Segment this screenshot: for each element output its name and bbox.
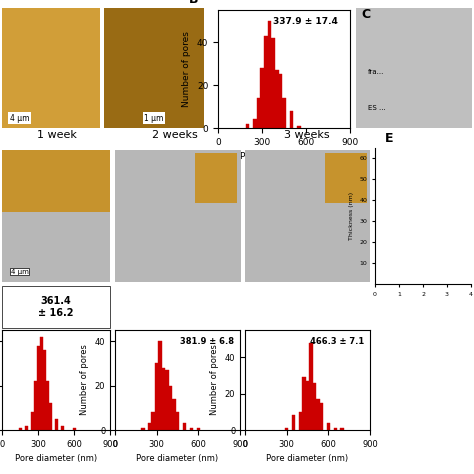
Bar [292,415,295,430]
Bar [316,399,319,430]
Bar [152,412,155,430]
Text: 466.3 ± 7.1: 466.3 ± 7.1 [310,337,364,346]
Bar [148,423,152,430]
Bar [158,341,162,430]
Text: E: E [385,132,393,145]
Bar [260,68,264,128]
Bar [297,126,301,128]
Text: 361.4
± 16.2: 361.4 ± 16.2 [38,296,74,318]
Bar [334,428,337,430]
Bar [190,428,193,430]
X-axis label: Pore diameter (nm): Pore diameter (nm) [137,454,219,463]
Bar [172,399,176,430]
Text: 3 weeks: 3 weeks [284,130,330,140]
Bar [55,419,57,430]
X-axis label: Pore diameter (nm): Pore diameter (nm) [266,454,348,463]
Bar [256,98,260,128]
Text: C: C [362,8,371,20]
Text: B: B [189,0,199,6]
Bar [299,412,302,430]
Bar [176,412,179,430]
Bar [30,412,34,430]
Bar [279,74,282,128]
Bar [182,423,186,430]
Bar [253,119,256,128]
Bar [165,370,169,430]
Bar [271,38,275,128]
Bar [155,364,158,430]
Bar [197,428,200,430]
Bar [246,124,249,128]
Bar [290,111,293,128]
FancyBboxPatch shape [2,286,110,328]
Text: 4 μm: 4 μm [10,114,29,123]
Bar [309,343,313,430]
Bar [264,36,267,128]
Bar [34,381,36,430]
Bar [36,346,39,430]
Bar [327,423,330,430]
Bar [25,426,27,430]
X-axis label: Pore diameter (nm): Pore diameter (nm) [240,152,328,161]
Bar [141,428,145,430]
Bar [285,428,288,430]
Bar [282,98,286,128]
Bar [43,350,46,430]
Y-axis label: Number of pores: Number of pores [182,31,191,107]
Text: 1 week: 1 week [37,130,77,140]
Bar [18,428,21,430]
Text: 381.9 ± 6.8: 381.9 ± 6.8 [180,337,234,346]
Y-axis label: Number of pores: Number of pores [210,345,219,415]
Bar [340,428,344,430]
Bar [61,426,64,430]
Text: 337.9 ± 17.4: 337.9 ± 17.4 [273,17,338,26]
Y-axis label: Number of pores: Number of pores [80,345,89,415]
Text: 4 μm: 4 μm [10,269,28,274]
Y-axis label: Thickness (nm): Thickness (nm) [349,192,354,240]
Text: 1 μm: 1 μm [144,114,164,123]
Text: fra...: fra... [368,69,384,75]
Bar [46,381,48,430]
Bar [302,377,306,430]
X-axis label: Pore diameter (nm): Pore diameter (nm) [15,454,97,463]
Text: ES ...: ES ... [368,105,385,111]
Bar [306,381,309,430]
Bar [39,337,43,430]
Bar [313,383,316,430]
Bar [319,403,323,430]
Bar [275,70,279,128]
Bar [162,368,165,430]
Bar [169,385,172,430]
Bar [267,21,271,128]
Bar [48,403,52,430]
Text: 2 weeks: 2 weeks [152,130,198,140]
Bar [73,428,75,430]
